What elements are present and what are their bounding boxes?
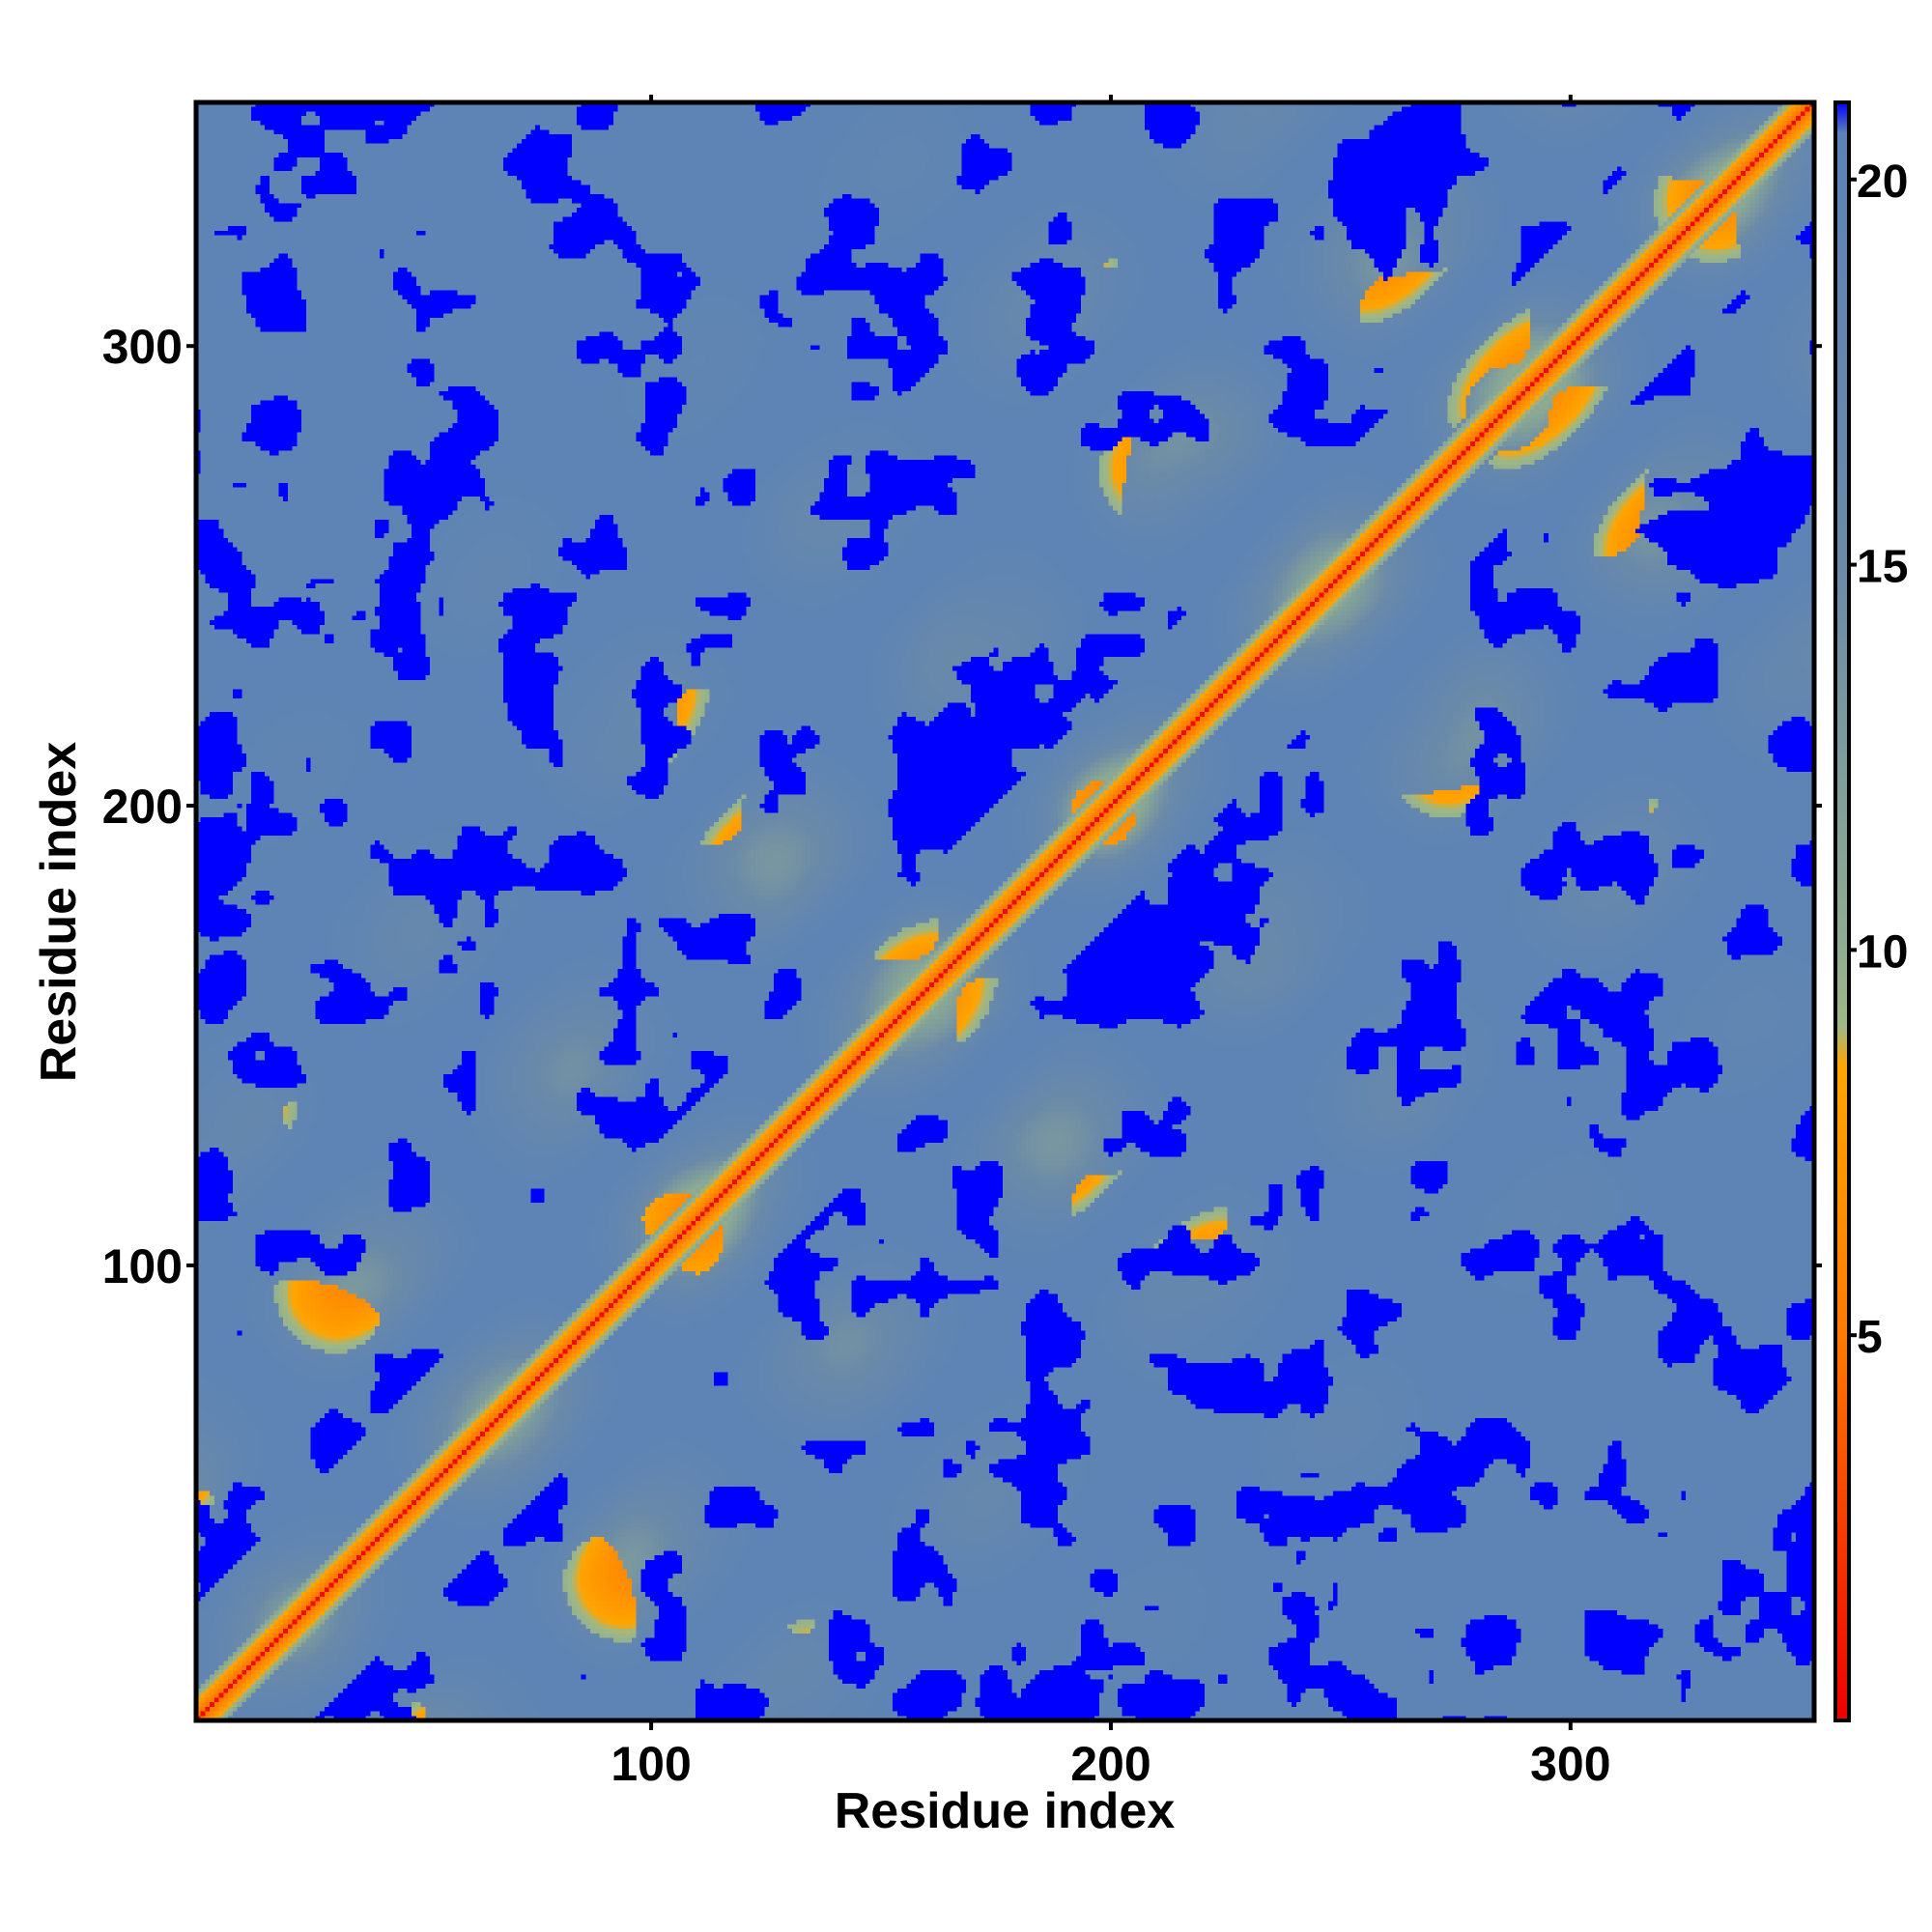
y-axis: 100 200 300	[102, 320, 1822, 1293]
colorbar-tick-label: 15	[1857, 542, 1908, 593]
y-tick-label: 100	[102, 1239, 183, 1293]
colorbar-gradient	[1833, 100, 1851, 1722]
plot-frame	[193, 99, 1817, 1723]
heatmap-cells	[196, 102, 1814, 1720]
heatmap-area	[196, 102, 1814, 1720]
x-axis-label: Residue index	[835, 1783, 1176, 1839]
colorbar: 5 10 15 20	[1833, 100, 1908, 1722]
x-tick-label: 100	[611, 1737, 691, 1791]
y-axis-label: Residue index	[31, 742, 87, 1083]
y-tick-label: 300	[102, 320, 183, 374]
colorbar-tick-label: 5	[1857, 1312, 1883, 1363]
x-tick-label: 300	[1530, 1737, 1610, 1791]
colorbar-tick-label: 10	[1857, 926, 1908, 978]
colorbar-tick-label: 20	[1857, 156, 1908, 208]
y-tick-label: 200	[102, 780, 183, 834]
x-tick-label: 200	[1070, 1737, 1151, 1791]
x-axis: 100 200 300	[611, 95, 1611, 1791]
